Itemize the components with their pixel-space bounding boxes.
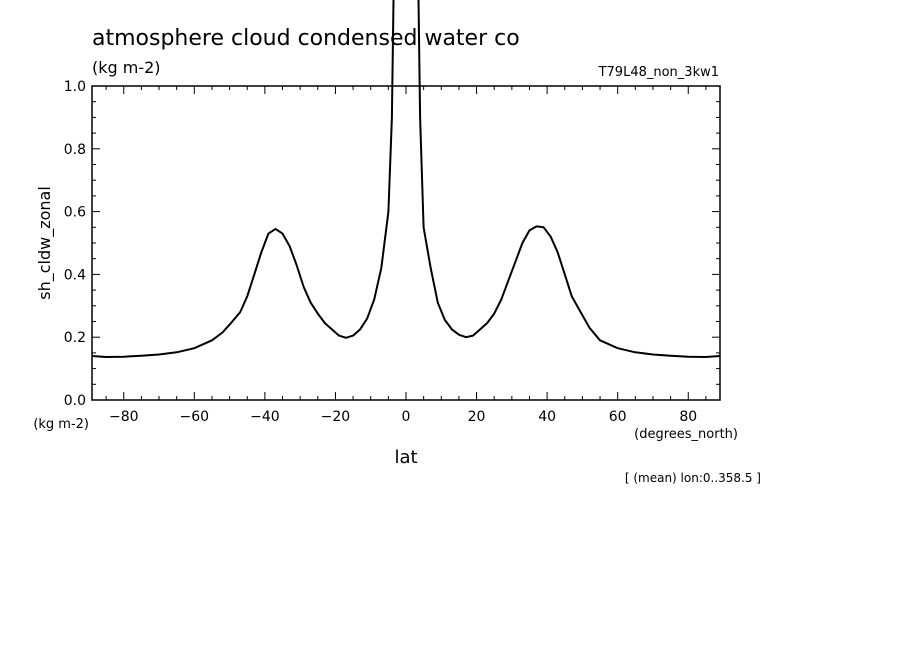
- chart-units: (kg m-2): [92, 58, 161, 77]
- x-tick-label: 40: [538, 409, 556, 425]
- x-tick-label: 20: [468, 409, 486, 425]
- x-tick-label: −60: [180, 409, 210, 425]
- chart-title: atmosphere cloud condensed water co: [92, 26, 520, 51]
- x-tick-label: −80: [109, 409, 139, 425]
- y-tick-label: 1.0: [64, 79, 86, 95]
- x-axis-units: (degrees_north): [634, 427, 738, 442]
- averaging-note: [ (mean) lon:0..358.5 ]: [625, 471, 761, 485]
- dataset-label: T79L48_non_3kw1: [598, 65, 719, 80]
- y-tick-label: 0.4: [64, 267, 86, 283]
- series-line: [92, 0, 720, 358]
- x-tick-label: 80: [679, 409, 697, 425]
- y-tick-label: 0.2: [64, 330, 86, 346]
- y-axis-label: sh_cldw_zonal: [35, 186, 55, 300]
- plot-frame: [91, 85, 721, 401]
- x-tick-label: −20: [321, 409, 351, 425]
- y-tick-label: 0.8: [64, 142, 86, 158]
- x-tick-label: −40: [250, 409, 280, 425]
- x-tick-label: 60: [609, 409, 627, 425]
- y-tick-label: 0.0: [64, 393, 86, 409]
- x-tick-label: 0: [402, 409, 411, 425]
- x-axis-label: lat: [394, 447, 417, 468]
- y-tick-label: 0.6: [64, 205, 86, 221]
- y-axis-units: (kg m-2): [33, 417, 89, 432]
